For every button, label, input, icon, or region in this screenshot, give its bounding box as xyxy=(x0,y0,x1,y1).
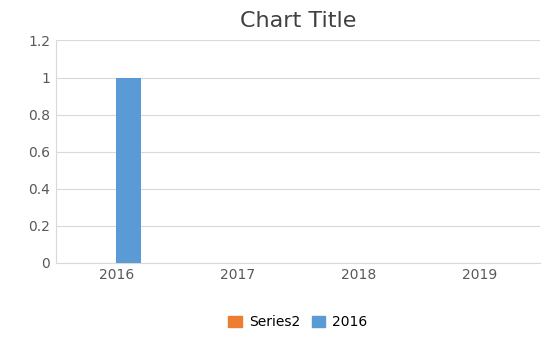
Legend: Series2, 2016: Series2, 2016 xyxy=(223,310,373,335)
Bar xyxy=(116,78,140,263)
Title: Chart Title: Chart Title xyxy=(240,10,356,31)
